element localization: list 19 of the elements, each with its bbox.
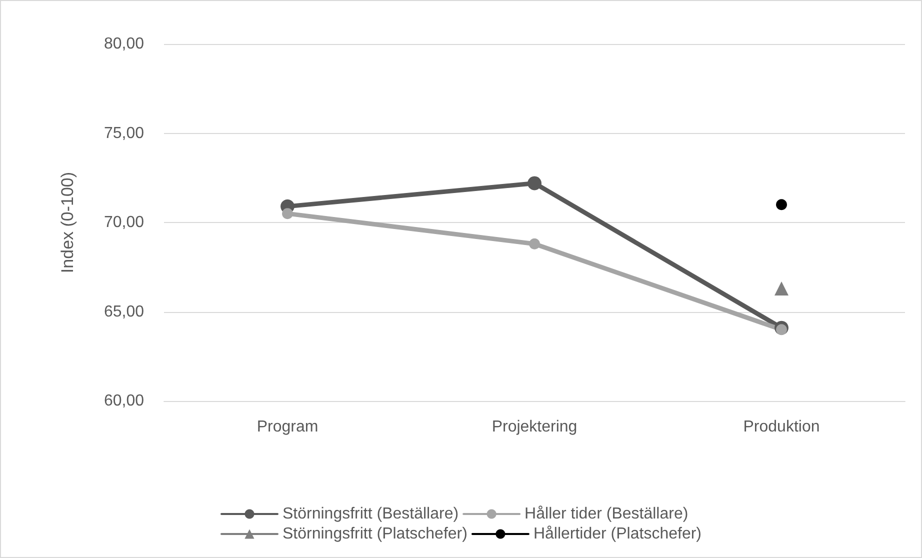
point (529, 238, 540, 250)
y-tick-label: 70,00 (104, 214, 144, 231)
y-tick-label: 60,00 (104, 392, 144, 410)
point (776, 324, 787, 336)
legend-label: Störningsfritt (Beställare) (282, 506, 459, 522)
x-tick-label: Projektering (492, 418, 578, 436)
y-tick-label: 80,00 (104, 36, 144, 52)
legend-label: Störningsfritt (Platschefer) (282, 526, 468, 542)
legend-label: Håller tider (Beställare) (524, 506, 688, 522)
point (528, 176, 542, 190)
x-tick-label: Program (256, 418, 318, 436)
legend-label: Hållertider (Platschefer) (533, 526, 702, 542)
point (776, 199, 787, 210)
y-axis-title: Index (0-100) (58, 172, 77, 274)
point (774, 282, 788, 296)
y-tick-label: 65,00 (104, 303, 144, 320)
y-tick-label: 75,00 (104, 124, 144, 142)
x-tick-label: Produktion (743, 418, 820, 436)
point (282, 208, 293, 220)
